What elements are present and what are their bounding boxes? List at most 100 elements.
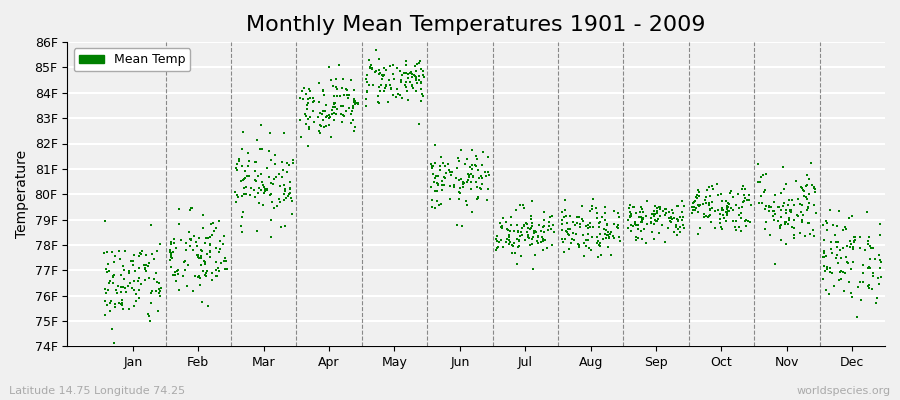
Point	[634, 228, 648, 234]
Point	[235, 229, 249, 236]
Point	[785, 224, 799, 230]
Point	[122, 269, 136, 276]
Point	[347, 99, 362, 106]
Point	[262, 174, 276, 180]
Point	[243, 192, 257, 198]
Point	[319, 123, 333, 129]
Point	[212, 237, 227, 244]
Point	[519, 229, 534, 236]
Point	[166, 249, 181, 255]
Point	[473, 173, 488, 180]
Point	[789, 178, 804, 184]
Point	[607, 232, 621, 239]
Point	[511, 236, 526, 243]
Point	[176, 259, 191, 266]
Point	[398, 82, 412, 88]
Point	[394, 77, 409, 83]
Point	[633, 208, 647, 215]
Point	[601, 232, 616, 238]
Point	[832, 277, 846, 283]
Point	[424, 161, 438, 167]
Point	[128, 268, 142, 274]
Point	[536, 217, 551, 223]
Point	[316, 108, 330, 114]
Point	[198, 273, 212, 279]
Point	[673, 228, 688, 235]
Point	[757, 188, 771, 195]
Point	[627, 219, 642, 225]
Point	[626, 204, 641, 210]
Point	[662, 208, 677, 215]
Point	[410, 88, 424, 94]
Point	[456, 184, 471, 190]
Point	[500, 236, 515, 242]
Point	[767, 216, 781, 223]
Point	[382, 82, 397, 88]
Point	[367, 69, 382, 75]
Point	[696, 201, 710, 207]
Point	[202, 242, 217, 248]
Point	[474, 175, 489, 181]
Point	[502, 232, 517, 238]
Point	[537, 222, 552, 229]
Point	[644, 211, 659, 218]
Point	[570, 220, 584, 226]
Point	[163, 249, 177, 255]
Point	[210, 267, 224, 274]
Point	[202, 234, 217, 240]
Point	[824, 250, 839, 256]
Point	[256, 183, 271, 190]
Point	[316, 117, 330, 124]
Point	[400, 75, 415, 81]
Point	[795, 219, 809, 225]
Point	[766, 213, 780, 220]
Point	[207, 228, 221, 234]
Point	[212, 249, 226, 256]
Point	[458, 198, 473, 204]
Point	[513, 233, 527, 239]
Point	[119, 288, 133, 295]
Point	[145, 288, 159, 294]
Point	[172, 221, 186, 228]
Point	[862, 242, 877, 249]
Point	[231, 156, 246, 162]
Point	[96, 250, 111, 256]
Point	[448, 174, 463, 181]
Point	[816, 262, 831, 269]
Point	[312, 80, 327, 86]
Point	[404, 69, 419, 75]
Point	[98, 312, 112, 318]
Point	[662, 224, 676, 231]
Point	[219, 258, 233, 264]
Point	[342, 92, 356, 98]
Point	[481, 154, 495, 160]
Point	[302, 115, 316, 122]
Point	[799, 183, 814, 189]
Point	[318, 108, 332, 114]
Point	[629, 210, 643, 216]
Point	[780, 221, 795, 228]
Point	[346, 103, 360, 109]
Point	[375, 72, 390, 79]
Point	[848, 233, 862, 240]
Point	[478, 173, 492, 180]
Point	[677, 225, 691, 231]
Point	[489, 236, 503, 242]
Point	[713, 219, 727, 226]
Point	[386, 62, 400, 68]
Point	[739, 223, 753, 229]
Point	[558, 196, 572, 203]
Point	[804, 159, 818, 166]
Point	[454, 176, 469, 182]
Point	[372, 70, 386, 77]
Point	[203, 221, 218, 227]
Point	[635, 214, 650, 221]
Point	[196, 212, 211, 218]
Point	[248, 176, 262, 183]
Point	[626, 223, 641, 230]
Point	[608, 221, 622, 227]
Point	[416, 92, 430, 99]
Point	[490, 244, 504, 251]
Point	[329, 106, 344, 112]
Point	[580, 222, 595, 228]
